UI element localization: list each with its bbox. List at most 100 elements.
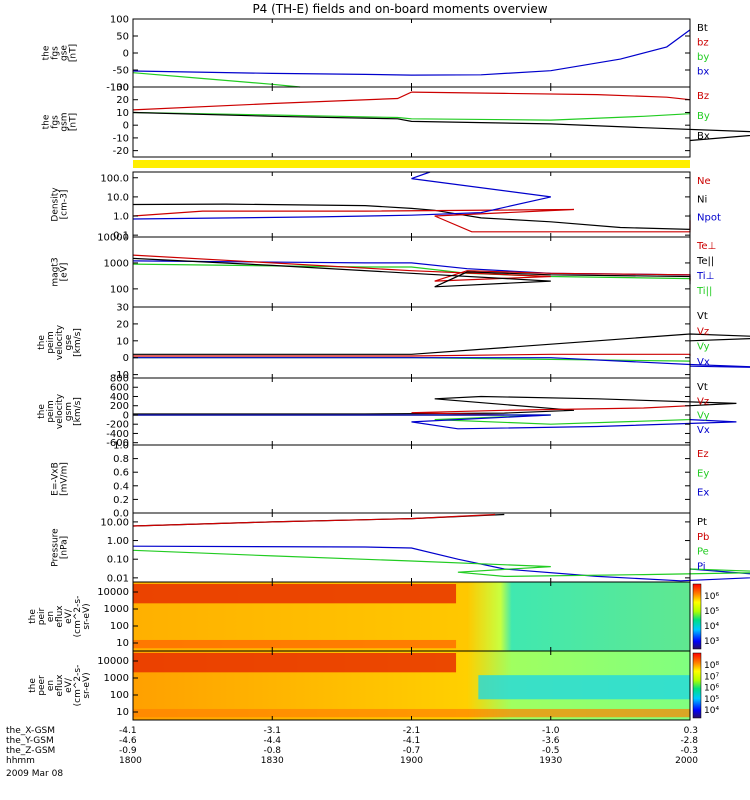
xaxis-value: -1.0: [542, 726, 560, 736]
legend-Vy: Vy: [697, 411, 710, 422]
panel-e-field: 1.0 0.8 0.6 0.4 0.2 0.0 E=-VxB [mV/m] Ez Ey Ex: [51, 441, 710, 520]
legend-Ni: Ni: [697, 194, 707, 205]
series-Vt-line: [133, 395, 737, 415]
ytick-label: 600: [110, 383, 129, 394]
ylabel-line: (cm^2-s-: [73, 596, 83, 638]
legend-Pi: Pi: [697, 561, 706, 572]
legend-Ne: Ne: [697, 176, 711, 187]
x-axis-block: the_X-GSM -4.1 -3.1 -2.1 -1.0 0.3 the_Y-GSM -4.…: [6, 726, 698, 779]
colorbar: [692, 583, 702, 650]
ytick-label: 10000: [97, 587, 129, 598]
ylabel-line: en: [46, 680, 56, 691]
legend-Vx: Vx: [697, 357, 710, 368]
series-Vy-line: [133, 414, 691, 425]
legend-Vz: Vz: [697, 326, 709, 337]
series-bx-line: [132, 29, 691, 76]
ytick-label: 800: [110, 374, 129, 385]
ytick-label: 1000: [104, 604, 129, 615]
ylabel-line: gsm: [60, 112, 70, 131]
ytick-label: 1.0: [113, 212, 129, 223]
xaxis-value: -2.8: [680, 736, 698, 746]
legend-Ez: Ez: [697, 449, 709, 460]
ytick-label: 30: [116, 83, 129, 94]
ytick-label: 20: [116, 95, 129, 106]
xaxis-value: -0.3: [680, 746, 698, 756]
xaxis-row-label: the_Y-GSM: [6, 736, 54, 746]
legend-Bz: Bz: [697, 91, 709, 102]
colorbar-tick-label: 10³: [704, 637, 719, 647]
series-Vt-line: [133, 333, 750, 355]
ylabel-line: en: [46, 611, 56, 622]
ylabel-line: Density: [51, 187, 61, 222]
ytick-label: 1000: [104, 673, 129, 684]
xaxis-value: -3.1: [263, 726, 281, 736]
plot-title: P4 (TH-E) fields and on-board moments ov…: [252, 2, 547, 16]
ytick-label: -50: [113, 66, 129, 77]
legend-Vz: Vz: [697, 396, 709, 407]
ylabel-line: E=-VxB: [51, 462, 61, 496]
series-Pe-line: [132, 549, 750, 578]
legend-Ti⊥: Ti⊥: [696, 271, 714, 282]
xaxis-value: -3.6: [542, 736, 560, 746]
ylabel-line: the: [28, 678, 38, 693]
colorbar-tick-label: 10⁷: [704, 672, 719, 682]
legend-Te⊥: Te⊥: [696, 241, 716, 252]
colorbar-tick-label: 10⁴: [704, 706, 719, 716]
panel-peir-en-eflux: 10000 1000 100 10 10⁶ 10⁵ 10⁴ 10³ the peir en eflux…: [28, 581, 719, 652]
ylabel-line: peir: [37, 607, 47, 625]
legend-Pb: Pb: [697, 532, 709, 543]
colorbar-tick-label: 10⁴: [704, 622, 719, 632]
ytick-label: 100: [110, 284, 129, 295]
legend-Te||: Te||: [696, 256, 714, 267]
colorbar-tick-label: 10⁶: [704, 592, 719, 602]
colorbar-tick-label: 10⁵: [704, 607, 719, 617]
xaxis-value: -4.4: [263, 736, 281, 746]
ytick-label: 10: [116, 108, 129, 119]
ylabel-line: peim: [46, 400, 56, 423]
ytick-label: 400: [110, 392, 129, 403]
ylabel-line: the: [28, 609, 38, 624]
xaxis-value: 1830: [261, 756, 284, 766]
ylabel-line: [km/s]: [73, 328, 83, 357]
legend-Ex: Ex: [697, 488, 709, 499]
legend-By: By: [697, 111, 710, 122]
spectrogram-cold-region: [478, 675, 690, 700]
ylabel-line: sr-eV): [82, 603, 92, 629]
xaxis-value: 1930: [539, 756, 562, 766]
ylabel-line: the: [37, 335, 47, 350]
xaxis-row-label: the_X-GSM: [6, 726, 55, 736]
xaxis-date: 2009 Mar 08: [6, 769, 63, 779]
panel-frame: [132, 236, 691, 308]
ylabel-line: the: [42, 45, 52, 60]
ylabel-line: [mV/m]: [60, 462, 70, 496]
xaxis-value: 0.3: [684, 726, 698, 736]
ytick-label: -100: [106, 83, 129, 94]
series-Npot-line: [132, 171, 551, 220]
ylabel-line: [eV]: [60, 263, 70, 282]
colorbar-tick-label: 10⁶: [704, 684, 719, 694]
ytick-label: 10.00: [100, 517, 129, 528]
ytick-label: 0: [123, 121, 129, 132]
ytick-label: 0: [123, 49, 129, 60]
legend-bz: bz: [697, 38, 709, 49]
series-Pb-line: [132, 513, 496, 527]
colorbar: [692, 652, 702, 719]
ytick-label: 0.2: [113, 495, 129, 506]
series-Te||-line: [132, 257, 691, 288]
series-Bx-line: [132, 111, 750, 142]
ytick-label: 100: [110, 15, 129, 26]
ytick-label: 10000: [97, 233, 129, 244]
ylabel-line: eflux: [55, 605, 65, 628]
ytick-label: 1000: [104, 258, 129, 269]
ylabel-line: [km/s]: [73, 397, 83, 426]
ytick-label: 10: [116, 638, 129, 649]
ytick-label: -20: [113, 146, 129, 157]
ytick-label: 20: [116, 319, 129, 330]
series-Bz-line: [132, 91, 691, 111]
colorbar-tick-label: 10⁸: [704, 661, 719, 671]
legend-Vt: Vt: [697, 311, 708, 322]
ytick-label: 0: [123, 410, 129, 421]
ytick-label: 0.6: [113, 468, 129, 479]
ylabel-line: (cm^2-s-: [73, 665, 83, 707]
